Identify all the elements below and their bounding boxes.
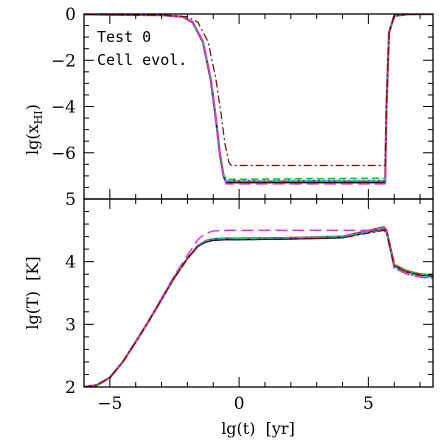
xtick-label: 0 xyxy=(234,394,245,414)
top-ytick-label: −4 xyxy=(51,98,76,118)
top-panel: 0 −2 −4 −6 Test 0 Cell evol. lg(xHI) xyxy=(23,5,434,200)
top-ylabel: lg(xHI) xyxy=(23,104,45,155)
top-ytick-label: −6 xyxy=(51,144,76,164)
bottom-ylabel: lg(T) [K] xyxy=(23,256,42,329)
top-ytick-label: 0 xyxy=(65,5,76,25)
top-ylabel-end: ) xyxy=(23,104,42,110)
bottom-ytick-label: 2 xyxy=(65,378,76,398)
xtick-label: −5 xyxy=(97,394,122,414)
bottom-series-group xyxy=(84,226,433,387)
x-axis-title: lg(t) [yr] xyxy=(221,419,295,438)
bottom-panel-frame xyxy=(83,198,434,388)
bottom-ytick-label: 4 xyxy=(65,253,76,273)
bottom-series-line-7 xyxy=(84,229,433,387)
bottom-ytick-label: 5 xyxy=(65,190,76,210)
top-ytick-label: −2 xyxy=(51,51,76,71)
annotation-cell-evol: Cell evol. xyxy=(97,51,187,69)
top-ticks-group: 0 −2 −4 −6 xyxy=(51,5,433,200)
bottom-panel: 2 3 4 5 −5 0 5 lg(T) [K] lg(t) [yr] xyxy=(23,190,434,438)
bottom-ytick-label: 3 xyxy=(65,315,76,335)
top-ylabel-main: lg(x xyxy=(23,124,42,155)
xtick-label: 5 xyxy=(363,394,374,414)
top-ylabel-sub: HI xyxy=(32,110,45,124)
top-series-group xyxy=(84,14,433,185)
top-series-line-6 xyxy=(84,14,433,185)
annotation-test: Test 0 xyxy=(97,28,151,46)
